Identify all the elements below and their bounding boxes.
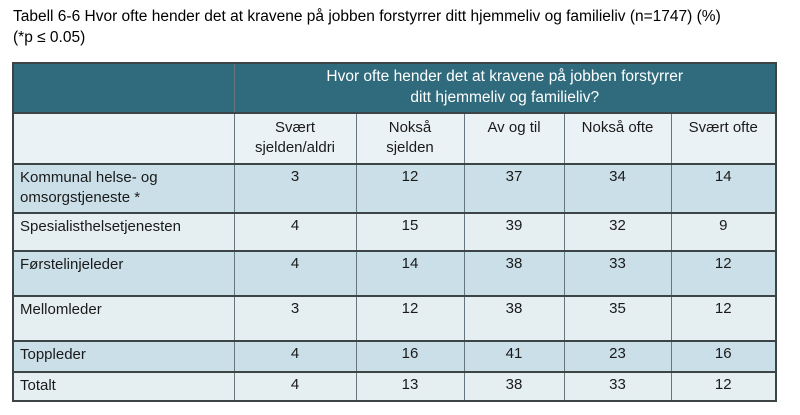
table-row: Mellomleder 3 12 38 35 12: [12, 295, 777, 342]
table-row: Toppleder 4 16 41 23 16: [12, 340, 777, 373]
row-label: Toppleder: [12, 340, 235, 373]
table-cell: 38: [463, 295, 565, 342]
table-cell: 14: [355, 250, 465, 297]
table-cell: 23: [563, 340, 672, 373]
frequency-table: Hvor ofte hender det at kravene på jobbe…: [12, 62, 777, 402]
table-cell: 12: [670, 250, 777, 297]
row-label: Spesialisthelsetjenesten: [12, 212, 235, 252]
table-cell: 39: [463, 212, 565, 252]
column-header: Nokså ofte: [563, 112, 672, 165]
table-cell: 12: [355, 163, 465, 214]
row-label: Mellomleder: [12, 295, 235, 342]
table-cell: 35: [563, 295, 672, 342]
table-cell: 12: [355, 295, 465, 342]
column-header: Svært ofte: [670, 112, 777, 165]
table-cell: 4: [233, 250, 357, 297]
column-header: Av og til: [463, 112, 565, 165]
row-label: Kommunal helse- og omsorgstjeneste *: [12, 163, 235, 214]
table-cell: 38: [463, 371, 565, 402]
question-header-row: Hvor ofte hender det at kravene på jobbe…: [12, 62, 777, 114]
row-label: Totalt: [12, 371, 235, 402]
table-row: Førstelinjeleder 4 14 38 33 12: [12, 250, 777, 297]
table-row: Kommunal helse- og omsorgstjeneste * 3 1…: [12, 163, 777, 214]
table-cell: 3: [233, 295, 357, 342]
table-row: Totalt 4 13 38 33 12: [12, 371, 777, 402]
table-cell: 41: [463, 340, 565, 373]
table-cell: 12: [670, 371, 777, 402]
table-cell: 4: [233, 212, 357, 252]
question-header: Hvor ofte hender det at kravene på jobbe…: [233, 62, 777, 114]
column-header-row: Svært sjelden/aldri Nokså sjelden Av og …: [12, 112, 777, 165]
table-caption: Tabell 6-6 Hvor ofte hender det at krave…: [13, 8, 721, 46]
column-header-stub-cell: [12, 112, 235, 165]
table-cell: 14: [670, 163, 777, 214]
question-header-stub-cell: [12, 62, 235, 114]
table-row: Spesialisthelsetjenesten 4 15 39 32 9: [12, 212, 777, 252]
table-cell: 4: [233, 371, 357, 402]
table-cell: 34: [563, 163, 672, 214]
table-cell: 4: [233, 340, 357, 373]
table-cell: 38: [463, 250, 565, 297]
table-cell: 9: [670, 212, 777, 252]
table-cell: 13: [355, 371, 465, 402]
table-cell: 12: [670, 295, 777, 342]
table-cell: 33: [563, 371, 672, 402]
table-cell: 32: [563, 212, 672, 252]
table-cell: 16: [355, 340, 465, 373]
column-header: Nokså sjelden: [355, 112, 465, 165]
column-header: Svært sjelden/aldri: [233, 112, 357, 165]
table-cell: 33: [563, 250, 672, 297]
table-cell: 37: [463, 163, 565, 214]
table-cell: 16: [670, 340, 777, 373]
row-label: Førstelinjeleder: [12, 250, 235, 297]
table-cell: 15: [355, 212, 465, 252]
table-cell: 3: [233, 163, 357, 214]
